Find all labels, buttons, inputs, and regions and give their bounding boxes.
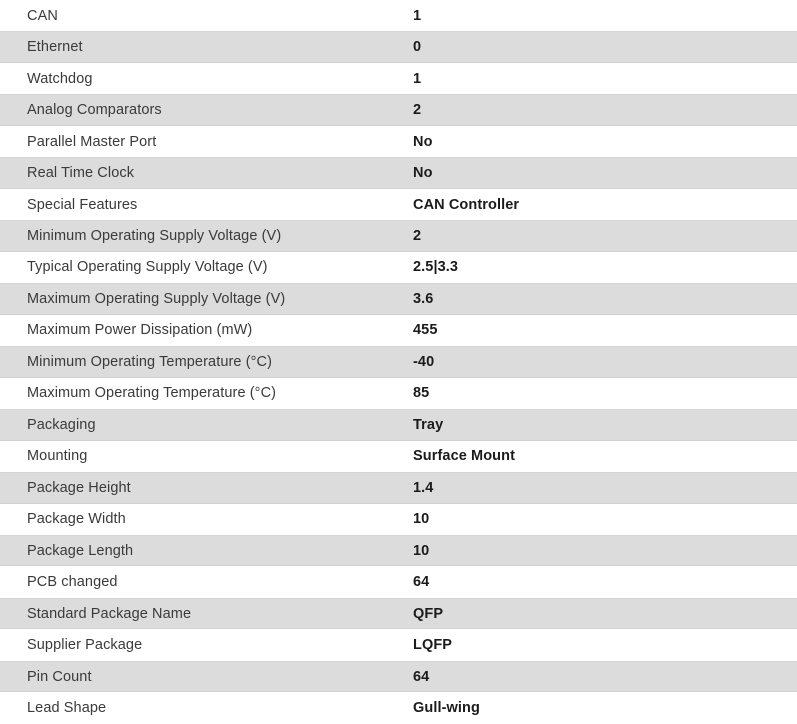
spec-row: Special Features CAN Controller: [0, 188, 797, 221]
spec-label: Parallel Master Port: [27, 133, 157, 150]
spec-value: 2.5|3.3: [413, 259, 459, 276]
spec-label: Watchdog: [27, 70, 93, 87]
spec-label: Special Features: [27, 196, 138, 213]
spec-row: Minimum Operating Temperature (°C) -40: [0, 346, 797, 378]
spec-row: Lead Shape Gull-wing: [0, 692, 797, 724]
spec-value: 10: [413, 542, 430, 559]
spec-row: Real Time Clock No: [0, 157, 797, 189]
spec-value: 64: [413, 574, 430, 591]
spec-value: CAN Controller: [413, 196, 520, 213]
spec-value: 1: [413, 7, 422, 24]
spec-label: Analog Comparators: [27, 102, 162, 119]
spec-value: 0: [413, 39, 422, 56]
spec-label: Maximum Power Dissipation (mW): [27, 322, 253, 339]
spec-label: Real Time Clock: [27, 165, 135, 182]
spec-row: Maximum Operating Supply Voltage (V) 3.6: [0, 283, 797, 315]
spec-row: Maximum Power Dissipation (mW) 455: [0, 314, 797, 347]
spec-value: 3.6: [413, 290, 434, 307]
spec-row: Package Length 10: [0, 534, 797, 567]
spec-label: Typical Operating Supply Voltage (V): [27, 259, 268, 276]
spec-row: Standard Package Name QFP: [0, 597, 797, 630]
spec-label: Package Height: [27, 479, 131, 496]
spec-label: Minimum Operating Temperature (°C): [27, 353, 273, 370]
spec-value: Tray: [413, 416, 444, 433]
spec-label: CAN: [27, 7, 58, 24]
spec-row: Package Height 1.4: [0, 472, 797, 504]
spec-label: Pin Count: [27, 668, 92, 685]
spec-value: No: [413, 165, 433, 182]
spec-row: Supplier Package LQFP: [0, 629, 797, 661]
spec-label: Maximum Operating Temperature (°C): [27, 385, 277, 402]
spec-value: 64: [413, 668, 430, 685]
spec-row: Maximum Operating Temperature (°C) 85: [0, 377, 797, 410]
spec-value: Surface Mount: [413, 448, 515, 465]
spec-label: Packaging: [27, 416, 96, 433]
spec-value: No: [413, 133, 433, 150]
spec-label: Ethernet: [27, 39, 83, 56]
spec-row: PCB changed 64: [0, 566, 797, 598]
spec-label: Minimum Operating Supply Voltage (V): [27, 228, 282, 245]
spec-row: Pin Count 64: [0, 660, 797, 693]
spec-value: LQFP: [413, 637, 453, 654]
spec-row: Ethernet 0: [0, 31, 797, 63]
spec-row: Mounting Surface Mount: [0, 440, 797, 473]
spec-label: Mounting: [27, 448, 88, 465]
spec-row: Package Width 10: [0, 503, 797, 535]
spec-value: 1.4: [413, 479, 434, 496]
spec-row: Packaging Tray: [0, 409, 797, 441]
spec-value: 85: [413, 385, 430, 402]
spec-label: Package Length: [27, 542, 134, 559]
spec-row: Analog Comparators 2: [0, 94, 797, 126]
spec-value: 455: [413, 322, 438, 339]
spec-value: 10: [413, 511, 430, 528]
spec-value: 2: [413, 228, 422, 245]
spec-row: Minimum Operating Supply Voltage (V) 2: [0, 220, 797, 252]
spec-label: Standard Package Name: [27, 605, 192, 622]
spec-row: Parallel Master Port No: [0, 125, 797, 158]
spec-label: Supplier Package: [27, 637, 143, 654]
spec-row: Watchdog 1: [0, 62, 797, 95]
spec-label: Maximum Operating Supply Voltage (V): [27, 290, 286, 307]
spec-label: Package Width: [27, 511, 126, 528]
spec-value: 2: [413, 102, 422, 119]
spec-row: Typical Operating Supply Voltage (V) 2.5…: [0, 251, 797, 284]
spec-value: -40: [413, 353, 435, 370]
spec-value: Gull-wing: [413, 700, 480, 717]
spec-row: CAN 1: [0, 0, 797, 32]
spec-label: Lead Shape: [27, 700, 107, 717]
spec-value: 1: [413, 70, 422, 87]
spec-value: QFP: [413, 605, 444, 622]
spec-label: PCB changed: [27, 574, 118, 591]
